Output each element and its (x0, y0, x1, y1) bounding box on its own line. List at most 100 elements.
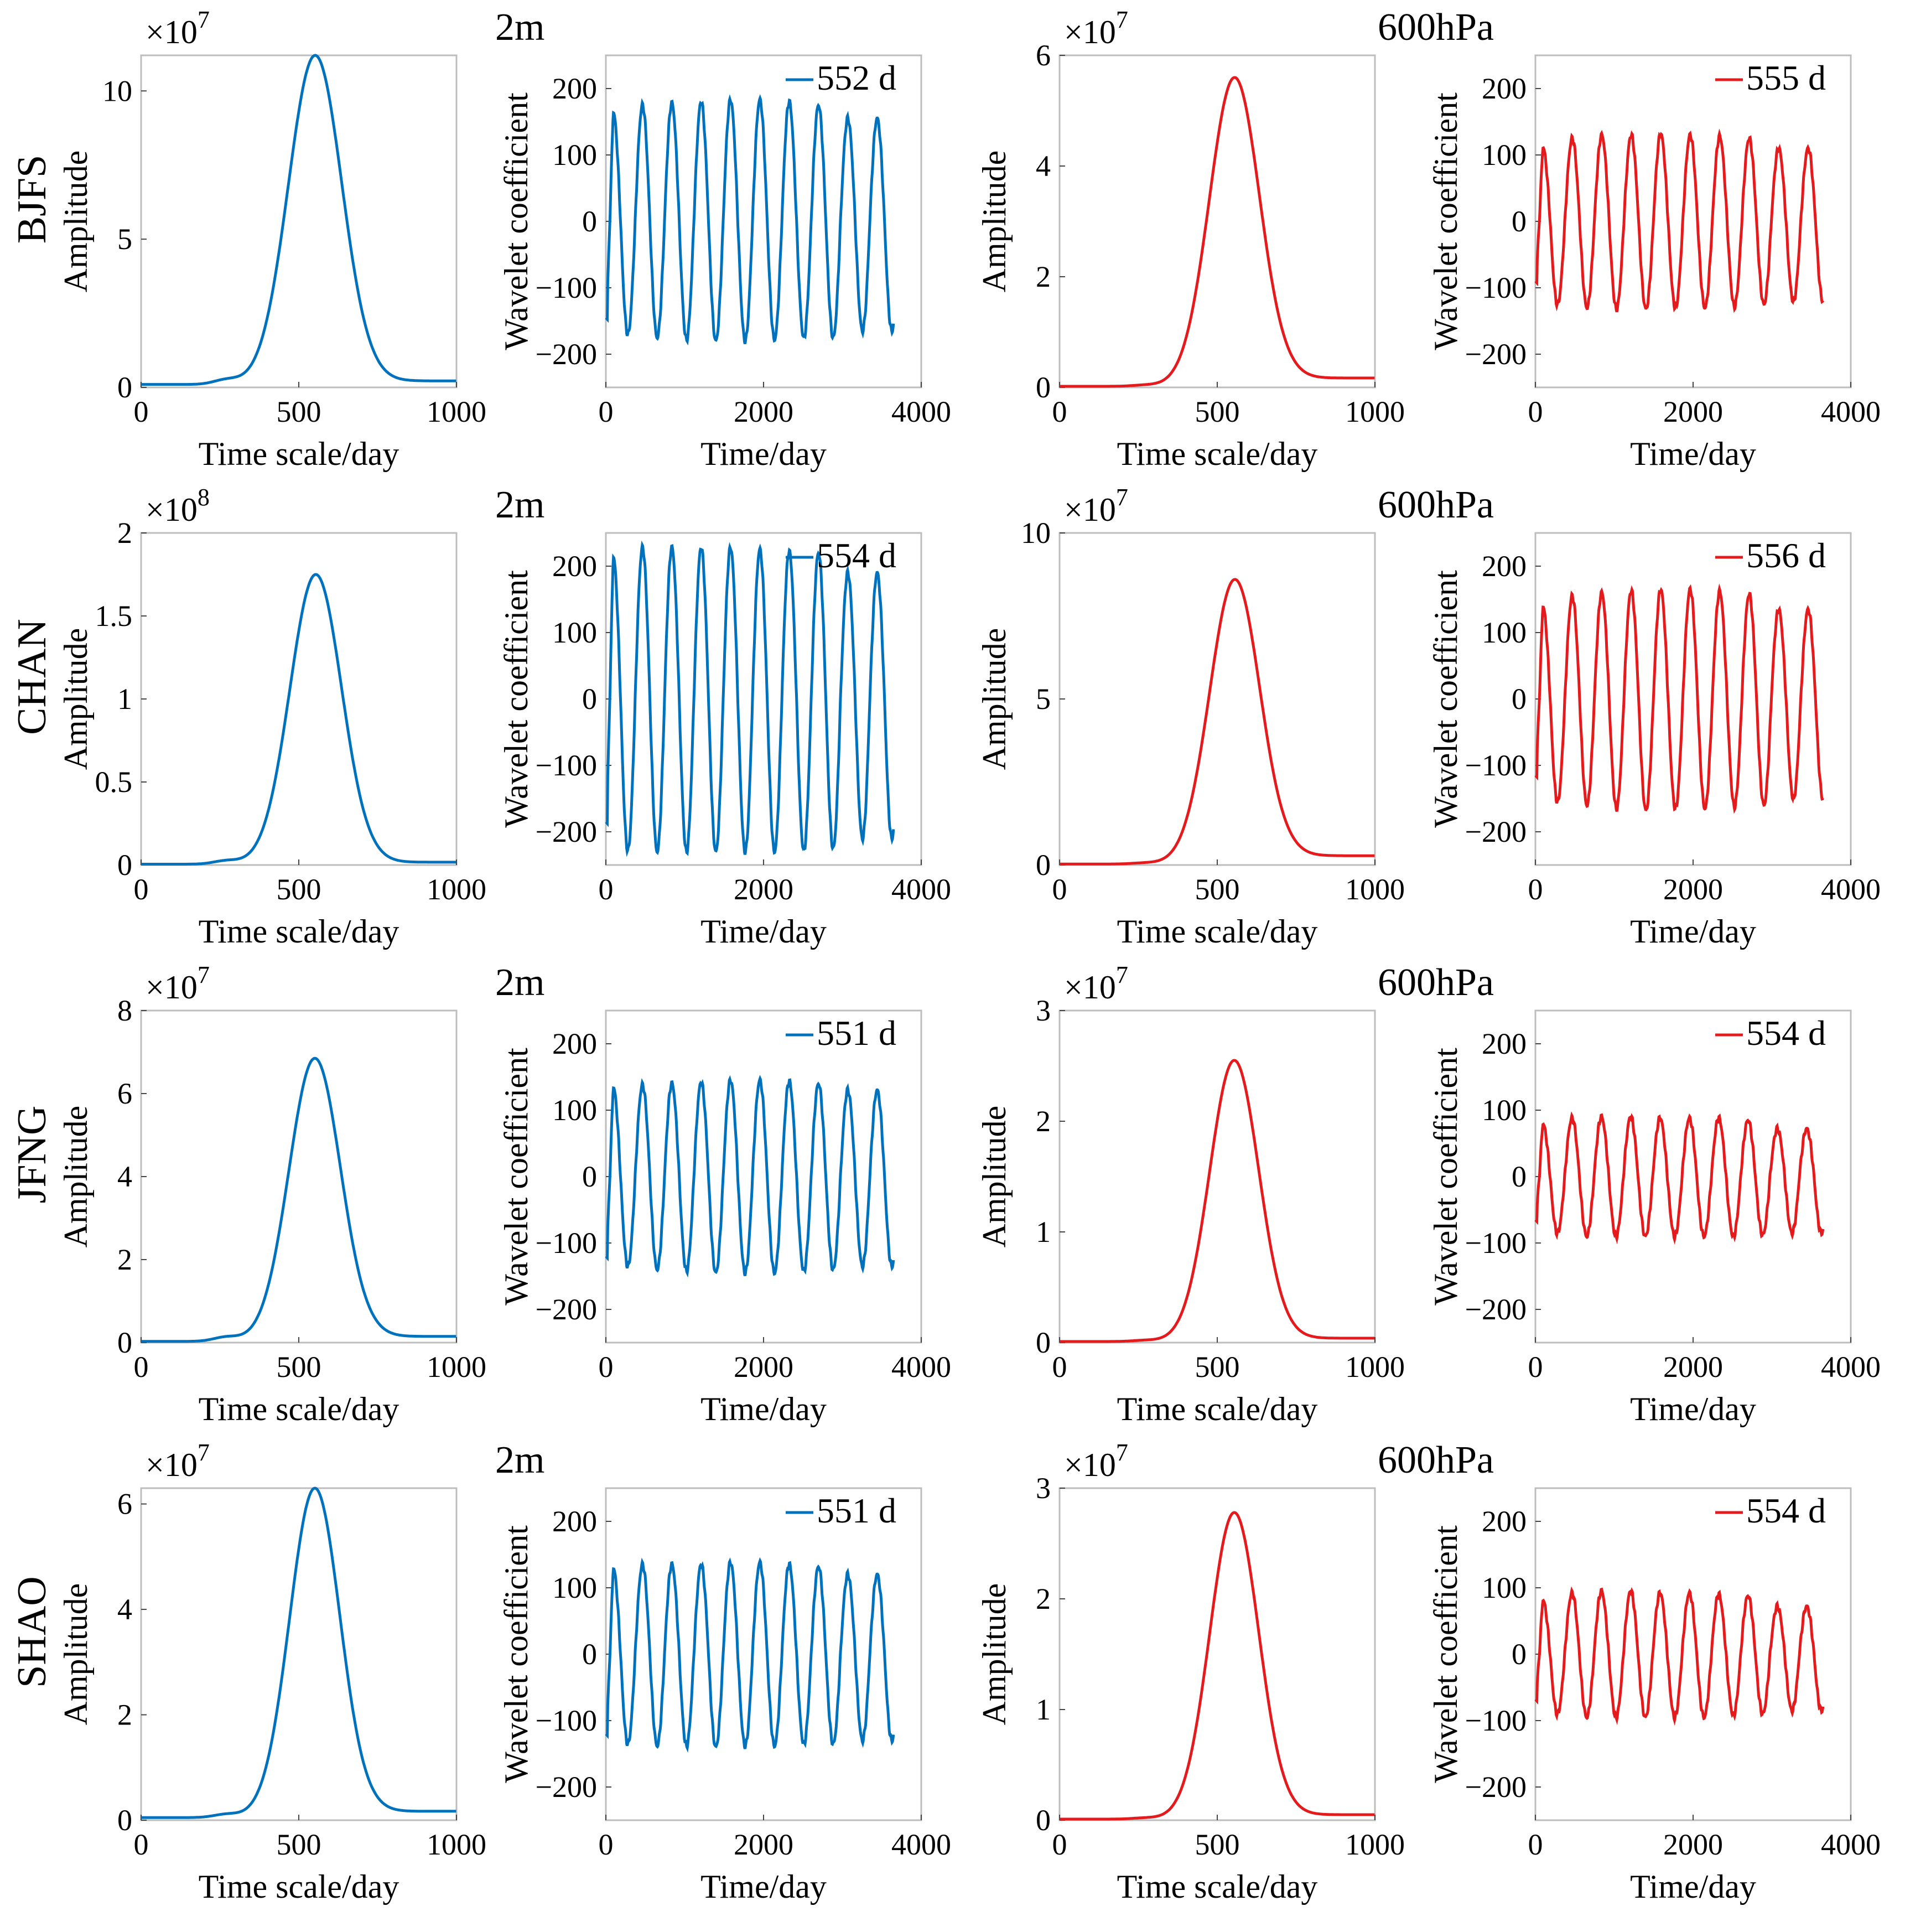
wavelet-line (1534, 1111, 1825, 1245)
spectrum-ylabel: Amplitude (58, 1583, 94, 1726)
legend-label: 555 d (1746, 58, 1826, 97)
y-tick-label: 200 (552, 1027, 597, 1060)
spectrum-xlabel: Time scale/day (199, 913, 399, 950)
y-tick-label: 0 (1036, 371, 1051, 404)
x-tick-label: 0 (134, 1828, 149, 1861)
wavelet-ylabel: Wavelet coefficient (1428, 570, 1464, 828)
level-heading-600hpa: 600hPa (1378, 1439, 1494, 1482)
y-tick-label: 0.5 (95, 765, 133, 799)
wavelet-axes-box (605, 1487, 922, 1821)
x-tick-label: 4000 (891, 1350, 951, 1384)
x-tick-label: 500 (277, 1350, 321, 1384)
x-tick-label: 0 (1528, 1828, 1543, 1861)
spectrum-xlabel: Time scale/day (199, 436, 399, 472)
y-tick-label: 2 (117, 1243, 132, 1276)
spectrum-panel: 0 500 1000 0 5 10 Time scale/day Amplitude ×107 (976, 484, 1405, 950)
y-tick-label: 2 (1036, 1582, 1051, 1615)
legend-label: 551 d (817, 1013, 896, 1053)
wavelet-panel: 0 2000 4000 −200 −100 0 100 200 Time/day Wavelet … (1428, 1009, 1881, 1427)
wavelet-axes-box (605, 54, 922, 389)
wavelet-ylabel: Wavelet coefficient (498, 1525, 534, 1783)
x-tick-label: 0 (599, 1828, 614, 1861)
y-tick-label: 5 (117, 222, 132, 256)
y-tick-label: 0 (117, 371, 132, 404)
x-tick-label: 2000 (734, 395, 793, 428)
x-tick-label: 0 (1528, 395, 1543, 428)
exponent-label: ×107 (1064, 961, 1128, 1006)
spectrum-line (1060, 1059, 1375, 1343)
wavelet-ylabel: Wavelet coefficient (1428, 1525, 1464, 1783)
exponent-label: ×107 (1064, 6, 1128, 50)
x-tick-label: 0 (599, 873, 614, 906)
y-tick-label: 100 (552, 1571, 597, 1604)
spectrum-ylabel: Amplitude (976, 1106, 1013, 1248)
x-tick-label: 1000 (427, 873, 486, 906)
y-tick-label: 0 (1512, 1638, 1527, 1671)
spectrum-panel: 0 500 1000 0 2 4 6 Time scale/day Amplitude ×107 (976, 6, 1405, 472)
x-tick-label: 500 (277, 395, 321, 428)
y-tick-label: 100 (1482, 616, 1527, 649)
y-tick-label: 6 (1036, 39, 1051, 72)
x-tick-label: 0 (134, 1350, 149, 1384)
spectrum-axes-box (140, 1009, 458, 1344)
x-tick-label: 0 (599, 1350, 614, 1384)
x-tick-label: 0 (1528, 1350, 1543, 1384)
wavelet-axes-box (605, 1009, 922, 1344)
x-tick-label: 0 (1052, 1828, 1067, 1861)
y-tick-label: −200 (536, 1770, 597, 1804)
x-tick-label: 0 (1528, 873, 1543, 906)
y-tick-label: 0 (1512, 205, 1527, 238)
wavelet-panel: 0 2000 4000 −200 −100 0 100 200 Time/day Wavelet … (498, 1009, 951, 1427)
wavelet-panel: 0 2000 4000 −200 −100 0 100 200 Time/day Wavelet … (1428, 532, 1881, 950)
level-heading-600hpa: 600hPa (1378, 484, 1494, 526)
x-tick-label: 4000 (1821, 873, 1881, 906)
spectrum-xlabel: Time scale/day (1117, 1868, 1318, 1905)
y-tick-label: −200 (536, 338, 597, 371)
spectrum-ylabel: Amplitude (976, 151, 1013, 293)
x-tick-label: 1000 (1345, 1350, 1405, 1384)
y-tick-label: 200 (1482, 550, 1527, 583)
y-tick-label: 8 (117, 994, 132, 1027)
y-tick-label: 10 (1021, 516, 1051, 550)
wavelet-line (605, 94, 895, 346)
y-tick-label: −100 (536, 1226, 597, 1260)
station-label: JFNG (9, 1106, 55, 1204)
y-tick-label: 5 (1036, 682, 1051, 716)
wavelet-ylabel: Wavelet coefficient (498, 570, 534, 828)
y-tick-label: 0 (1512, 682, 1527, 716)
y-tick-label: 4 (1036, 149, 1051, 183)
y-tick-label: 0 (1036, 1326, 1051, 1359)
wavelet-panel: 0 2000 4000 −200 −100 0 100 200 Time/day Wavelet … (498, 54, 951, 472)
y-tick-label: 1.5 (95, 599, 133, 633)
level-heading-2m: 2m (495, 6, 544, 49)
x-tick-label: 4000 (891, 395, 951, 428)
legend-label: 554 d (1746, 1013, 1826, 1053)
y-tick-label: 100 (1482, 1094, 1527, 1127)
x-tick-label: 4000 (891, 1828, 951, 1861)
x-tick-label: 500 (1195, 395, 1240, 428)
y-tick-label: 4 (117, 1593, 132, 1626)
y-tick-label: −200 (536, 815, 597, 848)
wavelet-axes-box (1534, 54, 1852, 389)
x-tick-label: 0 (1052, 395, 1067, 428)
y-tick-label: −200 (1465, 1293, 1527, 1326)
spectrum-axes-box (140, 532, 458, 866)
y-tick-label: 1 (117, 682, 132, 716)
y-tick-label: −100 (536, 1704, 597, 1737)
wavelet-xlabel: Time/day (700, 436, 827, 472)
y-tick-label: 100 (552, 616, 597, 649)
y-tick-label: 0 (582, 1638, 597, 1671)
spectrum-axes-box (1058, 1009, 1376, 1344)
level-heading-2m: 2m (495, 1439, 544, 1482)
x-tick-label: 4000 (1821, 395, 1881, 428)
x-tick-label: 1000 (1345, 1828, 1405, 1861)
exponent-label: ×108 (146, 484, 210, 528)
spectrum-xlabel: Time scale/day (199, 1868, 399, 1905)
station-label: SHAO (9, 1576, 55, 1687)
y-tick-label: 200 (552, 72, 597, 105)
spectrum-line (1060, 578, 1375, 866)
spectrum-ylabel: Amplitude (58, 1106, 94, 1248)
y-tick-label: −100 (1465, 1704, 1527, 1737)
wavelet-axes-box (1534, 1487, 1852, 1821)
level-heading-600hpa: 600hPa (1378, 6, 1494, 49)
